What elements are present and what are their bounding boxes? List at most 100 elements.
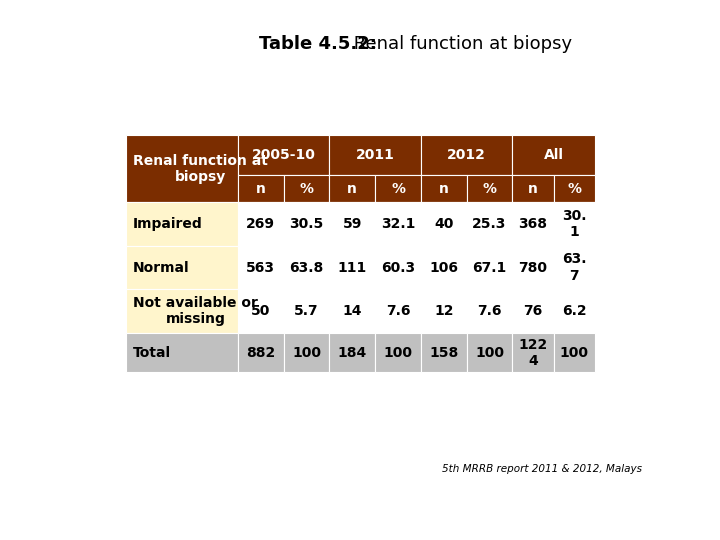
FancyBboxPatch shape — [238, 202, 284, 246]
FancyBboxPatch shape — [375, 289, 421, 333]
FancyBboxPatch shape — [126, 333, 238, 373]
FancyBboxPatch shape — [554, 333, 595, 373]
Text: n: n — [347, 181, 357, 195]
FancyBboxPatch shape — [375, 333, 421, 373]
Text: 5th MRRB report 2011 & 2012, Malays: 5th MRRB report 2011 & 2012, Malays — [442, 464, 642, 474]
Text: Table 4.5.2:: Table 4.5.2: — [259, 35, 377, 53]
FancyBboxPatch shape — [554, 289, 595, 333]
Text: %: % — [391, 181, 405, 195]
Text: 25.3: 25.3 — [472, 217, 507, 231]
FancyBboxPatch shape — [284, 289, 329, 333]
Text: 780: 780 — [518, 260, 547, 274]
Text: 2011: 2011 — [356, 148, 395, 162]
FancyBboxPatch shape — [421, 333, 467, 373]
FancyBboxPatch shape — [375, 175, 421, 202]
FancyBboxPatch shape — [421, 289, 467, 333]
Text: 184: 184 — [338, 346, 367, 360]
Text: 30.5: 30.5 — [289, 217, 323, 231]
Text: n: n — [528, 181, 538, 195]
Text: 63.8: 63.8 — [289, 260, 323, 274]
FancyBboxPatch shape — [421, 136, 513, 175]
Text: 368: 368 — [518, 217, 547, 231]
Text: 122
4: 122 4 — [518, 338, 548, 368]
Text: Normal: Normal — [133, 260, 189, 274]
FancyBboxPatch shape — [329, 333, 375, 373]
FancyBboxPatch shape — [554, 246, 595, 289]
FancyBboxPatch shape — [513, 175, 554, 202]
FancyBboxPatch shape — [284, 333, 329, 373]
FancyBboxPatch shape — [554, 202, 595, 246]
FancyBboxPatch shape — [467, 289, 513, 333]
FancyBboxPatch shape — [554, 175, 595, 202]
FancyBboxPatch shape — [467, 175, 513, 202]
FancyBboxPatch shape — [513, 289, 554, 333]
FancyBboxPatch shape — [126, 202, 238, 246]
Text: 2012: 2012 — [447, 148, 486, 162]
Text: %: % — [300, 181, 313, 195]
Text: n: n — [256, 181, 266, 195]
FancyBboxPatch shape — [284, 175, 329, 202]
Text: 7.6: 7.6 — [477, 304, 502, 318]
Text: 14: 14 — [343, 304, 362, 318]
Text: %: % — [482, 181, 497, 195]
FancyBboxPatch shape — [513, 333, 554, 373]
Text: 30.
1: 30. 1 — [562, 209, 587, 239]
FancyBboxPatch shape — [375, 246, 421, 289]
FancyBboxPatch shape — [238, 175, 284, 202]
Text: 40: 40 — [434, 217, 454, 231]
Text: All: All — [544, 148, 564, 162]
FancyBboxPatch shape — [126, 136, 238, 202]
Text: 269: 269 — [246, 217, 275, 231]
Text: 158: 158 — [429, 346, 459, 360]
FancyBboxPatch shape — [513, 246, 554, 289]
FancyBboxPatch shape — [421, 175, 467, 202]
Text: 111: 111 — [338, 260, 367, 274]
Text: 100: 100 — [560, 346, 589, 360]
FancyBboxPatch shape — [467, 202, 513, 246]
Text: 76: 76 — [523, 304, 543, 318]
Text: 106: 106 — [429, 260, 458, 274]
FancyBboxPatch shape — [329, 175, 375, 202]
Text: 12: 12 — [434, 304, 454, 318]
FancyBboxPatch shape — [126, 246, 238, 289]
Text: 60.3: 60.3 — [381, 260, 415, 274]
FancyBboxPatch shape — [421, 246, 467, 289]
Text: 100: 100 — [475, 346, 504, 360]
FancyBboxPatch shape — [329, 202, 375, 246]
Text: 6.2: 6.2 — [562, 304, 587, 318]
Text: 32.1: 32.1 — [381, 217, 415, 231]
Text: 563: 563 — [246, 260, 275, 274]
FancyBboxPatch shape — [238, 333, 284, 373]
Text: 100: 100 — [292, 346, 321, 360]
Text: 67.1: 67.1 — [472, 260, 507, 274]
Text: 63.
7: 63. 7 — [562, 252, 587, 282]
Text: 100: 100 — [384, 346, 413, 360]
FancyBboxPatch shape — [467, 333, 513, 373]
Text: 59: 59 — [343, 217, 362, 231]
Text: %: % — [567, 181, 581, 195]
FancyBboxPatch shape — [238, 246, 284, 289]
Text: Impaired: Impaired — [133, 217, 203, 231]
Text: 882: 882 — [246, 346, 275, 360]
FancyBboxPatch shape — [238, 136, 329, 175]
FancyBboxPatch shape — [126, 289, 238, 333]
FancyBboxPatch shape — [329, 289, 375, 333]
Text: 2005-10: 2005-10 — [252, 148, 315, 162]
Text: Renal function at
biopsy: Renal function at biopsy — [133, 154, 268, 184]
FancyBboxPatch shape — [284, 202, 329, 246]
FancyBboxPatch shape — [284, 246, 329, 289]
Text: Total: Total — [133, 346, 171, 360]
FancyBboxPatch shape — [329, 246, 375, 289]
FancyBboxPatch shape — [375, 202, 421, 246]
Text: 5.7: 5.7 — [294, 304, 319, 318]
Text: Not available or
missing: Not available or missing — [133, 296, 258, 326]
FancyBboxPatch shape — [513, 202, 554, 246]
FancyBboxPatch shape — [421, 202, 467, 246]
Text: Renal function at biopsy: Renal function at biopsy — [348, 35, 572, 53]
FancyBboxPatch shape — [238, 289, 284, 333]
Text: 50: 50 — [251, 304, 271, 318]
Text: 7.6: 7.6 — [386, 304, 410, 318]
Text: n: n — [438, 181, 449, 195]
FancyBboxPatch shape — [513, 136, 595, 175]
FancyBboxPatch shape — [329, 136, 421, 175]
